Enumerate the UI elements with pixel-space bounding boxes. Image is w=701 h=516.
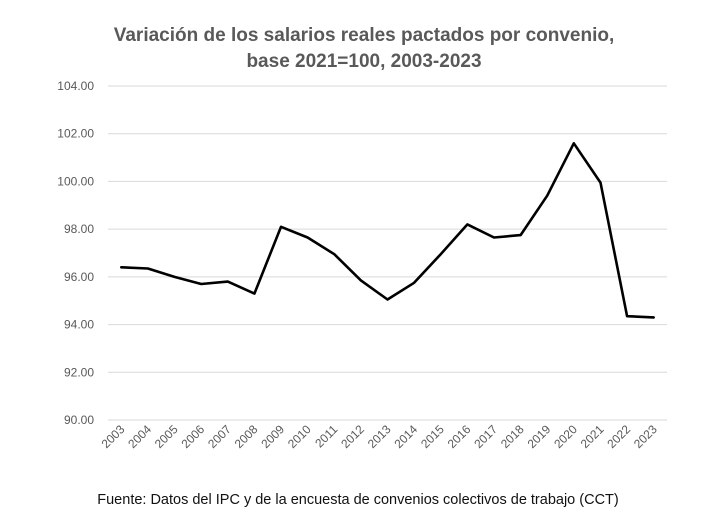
y-tick-label: 98.00 xyxy=(64,222,94,236)
chart-title-line-1: Variación de los salarios reales pactado… xyxy=(114,25,615,46)
y-tick-label: 100.00 xyxy=(57,174,94,188)
x-tick-label: 2007 xyxy=(205,422,234,451)
x-tick-label: 2003 xyxy=(99,422,128,451)
x-tick-label: 2016 xyxy=(445,422,474,451)
y-axis-tick-labels: 90.00 92.00 94.00 96.00 98.00 100.00 102.00 104… xyxy=(57,79,94,427)
y-tick-label: 92.00 xyxy=(64,365,94,379)
y-tick-label: 102.00 xyxy=(57,127,94,141)
x-tick-label: 2012 xyxy=(338,422,367,451)
series-layer xyxy=(120,142,656,319)
y-tick-label: 90.00 xyxy=(64,413,94,427)
y-tick-label: 104.00 xyxy=(57,79,94,93)
x-tick-label: 2015 xyxy=(418,422,447,451)
x-tick-label: 2021 xyxy=(578,422,607,451)
x-tick-label: 2017 xyxy=(471,422,500,451)
gridlines xyxy=(108,85,667,421)
x-tick-label: 2014 xyxy=(391,422,420,451)
x-tick-label: 2008 xyxy=(232,422,261,451)
y-tick-label: 94.00 xyxy=(64,318,94,332)
source-note: Fuente: Datos del IPC y de la encuesta d… xyxy=(97,492,618,508)
x-tick-label: 2013 xyxy=(365,422,394,451)
x-tick-label: 2010 xyxy=(285,422,314,451)
series-line xyxy=(120,142,656,319)
x-tick-label: 2011 xyxy=(312,422,340,450)
x-tick-label: 2020 xyxy=(551,422,580,451)
x-tick-label: 2009 xyxy=(258,422,287,451)
x-tick-label: 2004 xyxy=(125,422,154,451)
x-tick-label: 2006 xyxy=(179,422,208,451)
chart-title-line-2: base 2021=100, 2003-2023 xyxy=(246,51,481,72)
x-tick-label: 2022 xyxy=(604,422,633,451)
y-tick-label: 96.00 xyxy=(64,270,94,284)
x-tick-label: 2018 xyxy=(498,422,527,451)
x-tick-label: 2023 xyxy=(631,422,660,451)
x-tick-label: 2019 xyxy=(525,422,554,451)
x-tick-label: 2005 xyxy=(152,422,181,451)
x-axis-tick-labels: 2003200420052006200720082009201020112012… xyxy=(99,422,660,451)
